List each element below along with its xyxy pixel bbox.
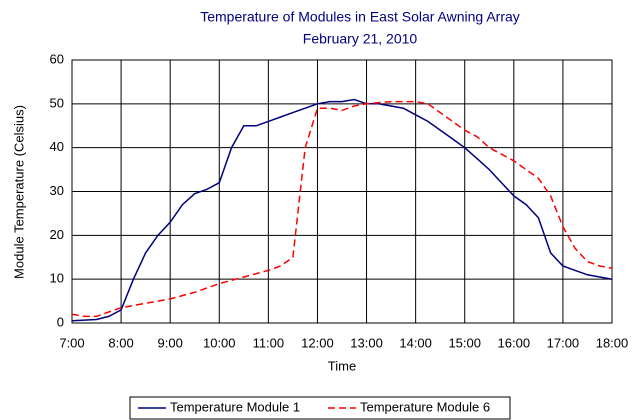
x-tick-label: 15:00	[448, 335, 481, 350]
x-tick-label: 14:00	[399, 335, 432, 350]
chart-title: Temperature of Modules in East Solar Awn…	[200, 9, 520, 25]
x-tick-label: 13:00	[350, 335, 383, 350]
series-line	[71, 98, 613, 322]
series-line	[71, 100, 613, 318]
legend-box	[129, 396, 511, 420]
y-tick-label: 10	[50, 271, 64, 286]
y-tick-label: 0	[57, 314, 64, 329]
y-axis-label: Module Temperature (Celsius)	[11, 105, 26, 279]
y-tick-label: 50	[50, 95, 64, 110]
y-tick-label: 20	[50, 227, 64, 242]
y-tick-label: 60	[50, 51, 64, 66]
legend-label: Temperature Module 6	[360, 399, 490, 414]
x-tick-label: 12:00	[301, 335, 334, 350]
x-tick-label: 10:00	[203, 335, 236, 350]
x-tick-label: 9:00	[158, 335, 183, 350]
plot-border	[71, 59, 613, 324]
y-tick-label: 40	[50, 139, 64, 154]
x-tick-label: 8:00	[108, 335, 133, 350]
x-tick-label: 7:00	[59, 335, 84, 350]
x-axis-label: Time	[328, 358, 356, 373]
x-tick-label: 11:00	[253, 335, 285, 350]
legend-label: Temperature Module 1	[170, 399, 300, 414]
x-tick-label: 17:00	[547, 335, 580, 350]
y-tick-label: 30	[50, 183, 64, 198]
chart-subtitle: February 21, 2010	[303, 31, 418, 47]
x-tick-label: 18:00	[596, 335, 629, 350]
x-tick-label: 16:00	[498, 335, 531, 350]
